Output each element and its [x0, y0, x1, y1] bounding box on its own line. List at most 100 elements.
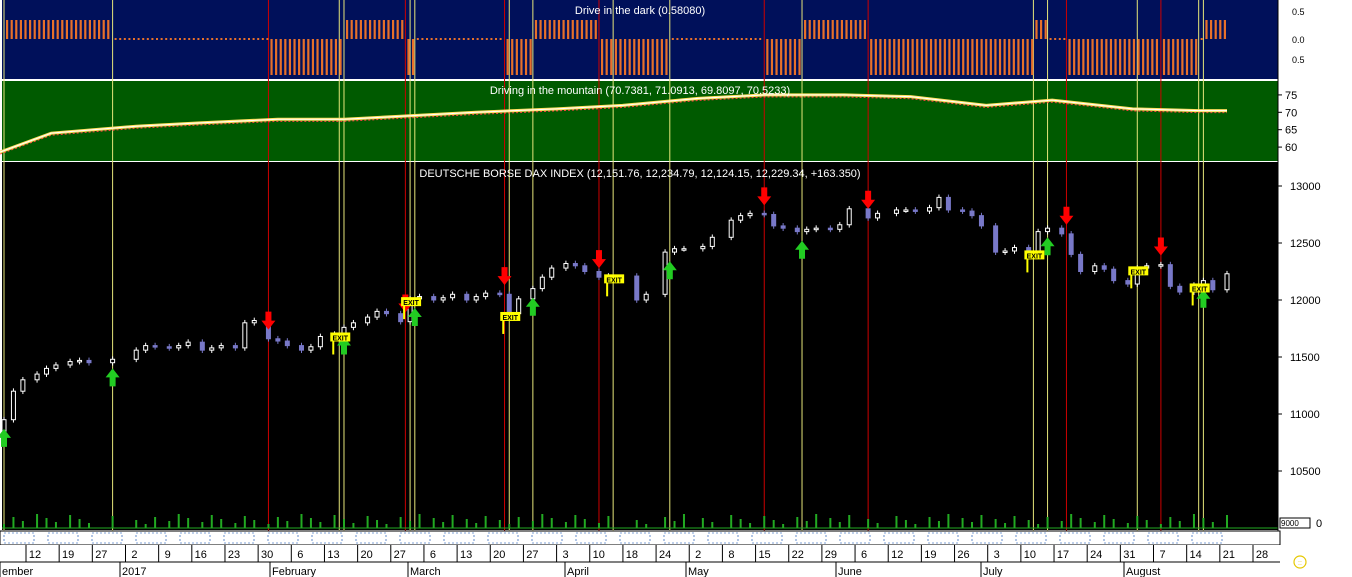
price-tick: 13000	[1290, 181, 1321, 193]
volume-bar	[635, 520, 638, 528]
indicator-bar	[373, 20, 376, 39]
indicator-bar	[798, 39, 801, 75]
indicator-bar	[1021, 39, 1025, 75]
indicator-bar	[6, 20, 9, 39]
indicator-dot	[243, 38, 246, 40]
mountain-slow-line	[0, 96, 1227, 155]
indicator-bar	[1035, 20, 1038, 39]
candle-body	[1101, 265, 1107, 270]
indicator-dot	[248, 38, 251, 40]
volume-bar	[597, 523, 600, 528]
indicator-bar	[539, 20, 542, 39]
day-label: 31	[1123, 549, 1135, 561]
indicator-dot	[476, 38, 479, 40]
candle-body	[350, 322, 356, 328]
candle-body	[771, 214, 777, 227]
month-label: June	[838, 566, 862, 577]
volume-bar	[1037, 524, 1040, 528]
indicator-bar	[382, 20, 385, 39]
indicator-tick: 0.5	[1292, 55, 1305, 65]
volume-bar	[517, 517, 520, 528]
volume-bar	[1093, 522, 1096, 528]
indicator-bar	[1109, 39, 1113, 75]
day-label: 22	[792, 549, 804, 561]
indicator-bar	[1003, 39, 1006, 75]
indicator-dot	[685, 38, 688, 40]
indicator-bar	[943, 39, 946, 75]
indicator-bar	[1137, 39, 1140, 75]
indicator-dot	[146, 38, 149, 40]
volume-bar	[352, 523, 355, 528]
indicator-dot	[215, 38, 218, 40]
candle-body	[284, 340, 290, 347]
indicator-bar	[288, 39, 292, 75]
indicator-bar	[1190, 39, 1193, 75]
volume-bar	[994, 519, 997, 528]
candle-body	[903, 209, 909, 212]
indicator-dot	[453, 38, 456, 40]
indicator-dot	[238, 38, 241, 40]
indicator-dot	[1054, 38, 1057, 40]
indicator-bar	[1073, 39, 1076, 75]
day-label: 9	[165, 549, 171, 561]
price-tick: 11500	[1290, 352, 1320, 364]
zoom-icon[interactable]: ::	[1293, 555, 1307, 569]
volume-bar	[418, 514, 421, 528]
indicator-bar	[605, 39, 608, 75]
volume-bar	[21, 521, 24, 528]
candle-body	[672, 248, 678, 253]
candle-body	[365, 316, 371, 324]
buy-arrow-icon	[1040, 237, 1055, 256]
volume-bar	[1226, 515, 1228, 528]
indicator-bar	[911, 39, 914, 75]
indicator-bar	[102, 20, 105, 39]
volume-bar	[451, 515, 454, 528]
candle-body	[780, 225, 786, 229]
volume-bar	[971, 522, 974, 528]
indicator-dot	[202, 38, 205, 40]
indicator-bar	[279, 39, 282, 75]
exit-label: EXIT	[332, 335, 348, 342]
volume-bar	[1046, 517, 1049, 528]
indicator-bar	[845, 20, 848, 39]
indicator-dot	[156, 38, 159, 40]
volume-bar	[541, 514, 544, 528]
indicator-tick: 0.0	[1292, 35, 1305, 45]
day-label: 3	[994, 549, 1000, 561]
price-tick: 12500	[1290, 238, 1321, 250]
indicator-bar	[1100, 39, 1103, 75]
volume-bar	[937, 521, 940, 528]
indicator-bar	[506, 39, 509, 75]
indicator-bar	[1096, 39, 1099, 75]
candle-body	[875, 212, 881, 219]
indicator-bar	[874, 39, 877, 75]
indicator-bar	[378, 20, 381, 39]
volume-bar	[168, 521, 171, 528]
volume-bar	[319, 522, 322, 528]
volume-bar	[876, 523, 879, 528]
candle-body	[450, 293, 456, 299]
indicator-bar	[920, 39, 923, 75]
price-tick: 12000	[1290, 295, 1321, 307]
volume-bar	[36, 514, 39, 528]
exit-label-box	[330, 332, 351, 342]
month-label: 2017	[122, 566, 146, 577]
indicator-dot	[499, 38, 502, 40]
indicator-dot	[713, 38, 716, 40]
indicator-bar	[998, 39, 1002, 75]
indicator-bar	[93, 20, 96, 39]
indicator-bar	[633, 39, 636, 75]
indicator-bar	[511, 39, 514, 75]
indicator-bar	[590, 20, 593, 39]
day-label: 2	[695, 549, 701, 561]
exit-label: EXIT	[1027, 253, 1043, 260]
indicator-bar	[307, 39, 310, 75]
indicator-dot	[252, 38, 255, 40]
indicator-dot	[220, 38, 223, 40]
candle-body	[308, 346, 314, 351]
candle-body	[251, 320, 257, 324]
candle-body	[67, 361, 73, 366]
volume-bar	[253, 520, 256, 528]
volume-bar	[54, 522, 57, 528]
